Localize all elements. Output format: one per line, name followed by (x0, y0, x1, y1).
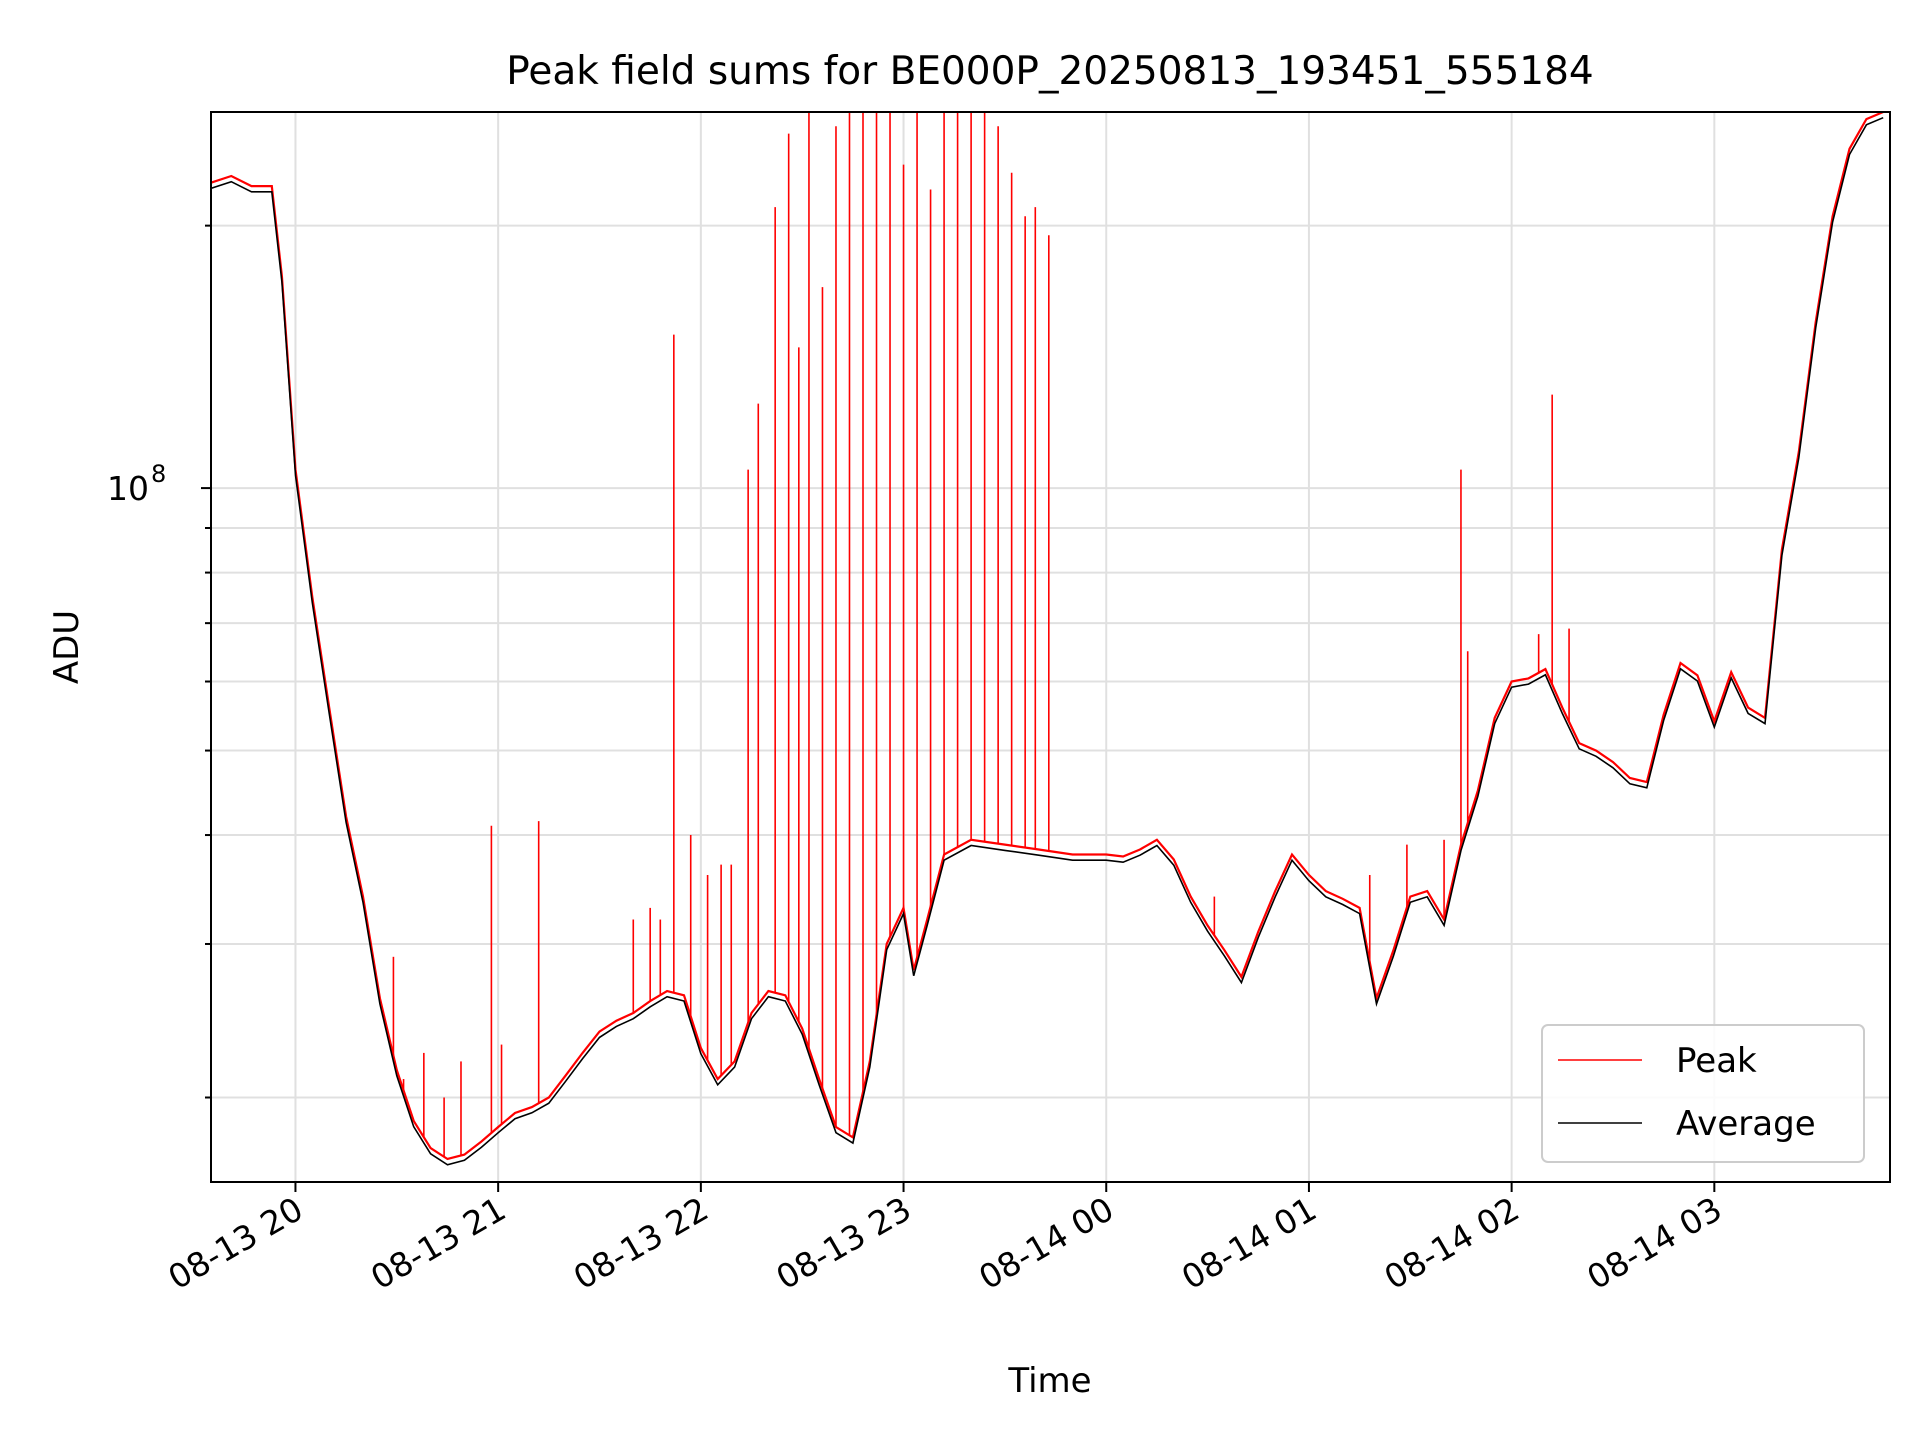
peak-spikes (392, 112, 1570, 1157)
legend: Peak Average (1541, 1024, 1865, 1163)
peak-series-line (211, 112, 1884, 1161)
y-tick-label-base: 10 (107, 469, 149, 508)
plot-frame (210, 111, 1891, 1183)
legend-label-average: Average (1676, 1104, 1816, 1144)
plot-area (211, 112, 1884, 1166)
y-axis: 10 8 (107, 224, 211, 1099)
y-axis-label: ADU (47, 610, 87, 684)
chart-title: Peak field sums for BE000P_20250813_1934… (506, 49, 1593, 94)
legend-label-peak: Peak (1676, 1041, 1757, 1081)
average-series-line (211, 116, 1884, 1166)
y-tick-label-exponent: 8 (151, 460, 166, 488)
x-axis-label: Time (1007, 1361, 1091, 1401)
